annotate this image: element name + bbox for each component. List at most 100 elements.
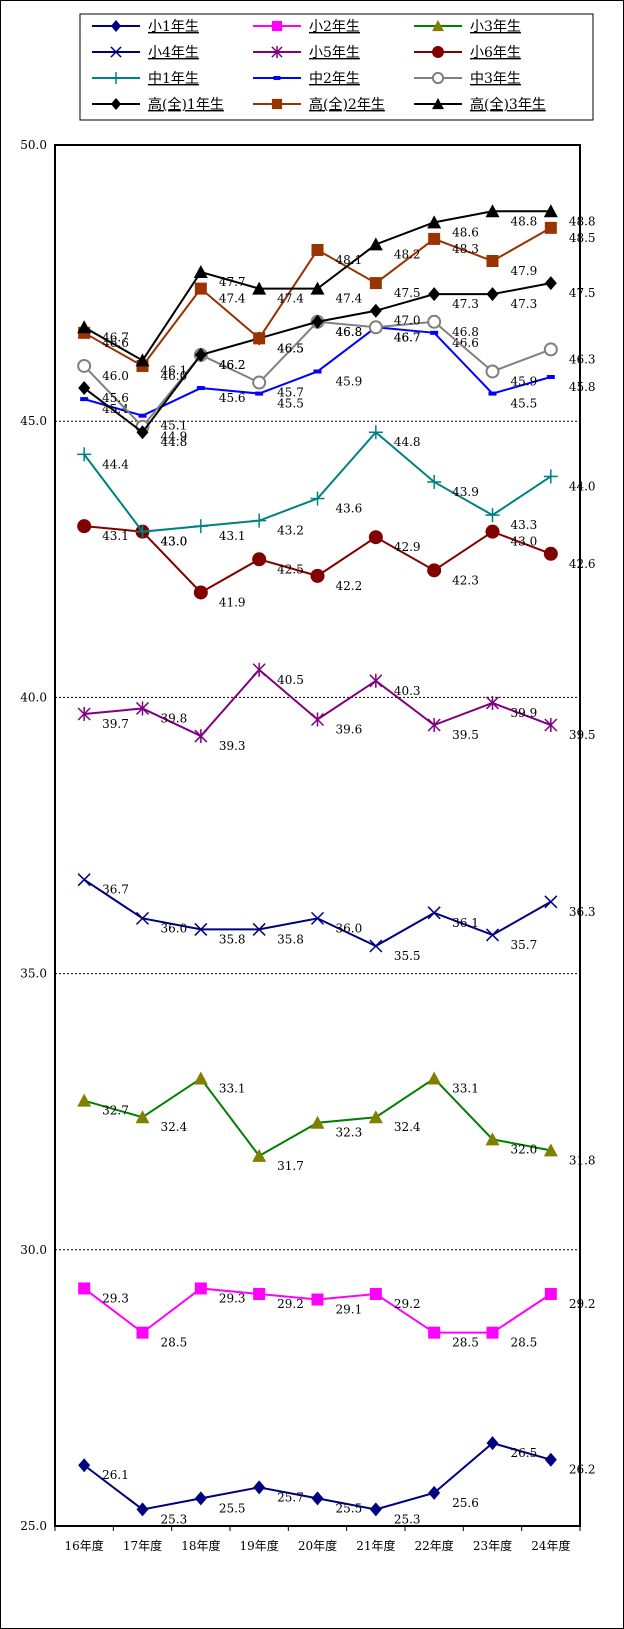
data-label: 46.6 — [452, 336, 479, 350]
data-point — [543, 469, 558, 484]
data-point — [80, 397, 89, 402]
x-tick-label: 18年度 — [181, 1538, 220, 1553]
plot-border — [54, 144, 581, 1527]
y-tick-label: 50.0 — [20, 138, 47, 152]
data-label: 43.2 — [277, 524, 304, 538]
data-point — [193, 1071, 208, 1085]
data-point — [252, 513, 267, 528]
data-label: 29.2 — [569, 1297, 596, 1311]
legend-marker — [432, 98, 444, 110]
data-point — [194, 347, 207, 362]
data-point — [427, 563, 442, 578]
data-point — [428, 1485, 441, 1500]
series-9: 45.6 44.8 46.2 46.5 46.8 47.0 47.3 47.3 47.5 — [78, 276, 596, 449]
data-label: 48.3 — [452, 242, 479, 256]
data-label: 36.7 — [102, 883, 129, 897]
data-label: 43.3 — [511, 518, 538, 532]
legend-label: 高(全)1年生 — [148, 96, 224, 113]
legend-item-4: 小5年生 — [253, 45, 360, 61]
legend-label: 小2年生 — [309, 19, 360, 35]
legend-label: 小4年生 — [148, 45, 199, 61]
data-label: 44.8 — [394, 435, 421, 449]
data-point — [427, 474, 442, 489]
data-label: 32.3 — [336, 1126, 363, 1140]
data-label: 45.5 — [511, 397, 538, 411]
data-label: 48.5 — [569, 231, 596, 245]
data-point — [485, 524, 500, 539]
data-point — [310, 281, 325, 295]
data-label: 46.1 — [161, 363, 188, 377]
data-label: 46.2 — [219, 358, 246, 372]
data-point — [310, 712, 325, 727]
data-label: 47.9 — [511, 264, 538, 278]
legend-item-5: 小6年生 — [414, 45, 521, 61]
series-5: 43.1 43.0 41.9 42.5 42.2 42.9 42.3 43.0 42.6 — [77, 519, 596, 609]
data-label: 48.8 — [569, 214, 596, 228]
data-point — [194, 1491, 207, 1506]
data-point — [311, 314, 324, 329]
legend-item-10: 高(全)2年生 — [253, 96, 385, 113]
data-point — [78, 1282, 91, 1295]
data-point — [544, 221, 557, 234]
data-label: 39.5 — [452, 728, 479, 742]
data-point — [427, 718, 441, 733]
data-point — [252, 1148, 267, 1162]
legend-marker — [110, 72, 122, 84]
legend-label: 中3年生 — [470, 71, 521, 87]
legend-marker — [271, 20, 283, 32]
data-label: 46.8 — [336, 325, 363, 339]
data-point — [485, 928, 500, 942]
data-point — [193, 265, 208, 279]
data-label: 32.4 — [161, 1120, 188, 1134]
data-label: 25.5 — [336, 1501, 363, 1515]
data-label: 29.2 — [277, 1297, 304, 1311]
data-point — [311, 243, 324, 256]
data-point — [136, 1502, 149, 1517]
legend-marker — [432, 46, 444, 58]
legend-item-9: 高(全)1年生 — [92, 96, 224, 113]
series-11: 46.7 46.1 47.7 47.4 47.4 48.2 48.6 48.8 48.8 — [77, 204, 596, 377]
data-point — [543, 204, 558, 218]
data-label: 43.1 — [102, 529, 129, 543]
data-point — [253, 1287, 266, 1300]
x-tick-label: 19年度 — [240, 1538, 279, 1553]
data-point — [310, 911, 325, 925]
data-label: 43.0 — [161, 535, 188, 549]
data-point — [369, 1287, 382, 1300]
legend-item-6: 中1年生 — [92, 71, 199, 87]
data-point — [428, 287, 441, 302]
data-label: 42.3 — [452, 573, 479, 587]
series-4: 39.7 39.8 39.3 40.5 39.6 40.3 39.5 39.9 39.5 — [77, 662, 596, 753]
data-point — [369, 673, 383, 688]
legend-marker — [271, 98, 283, 110]
data-point — [77, 320, 92, 334]
data-point — [78, 1458, 91, 1473]
data-label: 45.1 — [161, 419, 188, 433]
data-label: 45.8 — [569, 380, 596, 394]
data-label: 45.5 — [277, 397, 304, 411]
legend-marker — [110, 46, 122, 58]
data-label: 29.3 — [102, 1291, 129, 1305]
legend-item-3: 小4年生 — [92, 45, 199, 61]
data-point — [485, 364, 500, 379]
data-point — [77, 519, 92, 534]
data-label: 43.9 — [452, 485, 479, 499]
data-label: 48.8 — [511, 214, 538, 228]
data-label: 42.2 — [336, 579, 363, 593]
data-point — [194, 729, 208, 744]
data-label: 33.1 — [219, 1082, 246, 1096]
legend-item-0: 小1年生 — [92, 19, 199, 35]
data-point — [193, 519, 208, 534]
data-label: 46.8 — [336, 325, 363, 339]
y-tick-label: 45.0 — [20, 414, 47, 428]
data-label: 36.1 — [452, 916, 479, 930]
data-point — [311, 1293, 324, 1306]
data-point — [310, 491, 325, 506]
legend-label: 中2年生 — [309, 71, 360, 87]
data-point — [310, 568, 325, 583]
data-point — [544, 1287, 557, 1300]
data-label: 36.3 — [569, 905, 596, 919]
data-label: 25.3 — [161, 1512, 188, 1526]
data-label: 46.7 — [394, 330, 421, 344]
